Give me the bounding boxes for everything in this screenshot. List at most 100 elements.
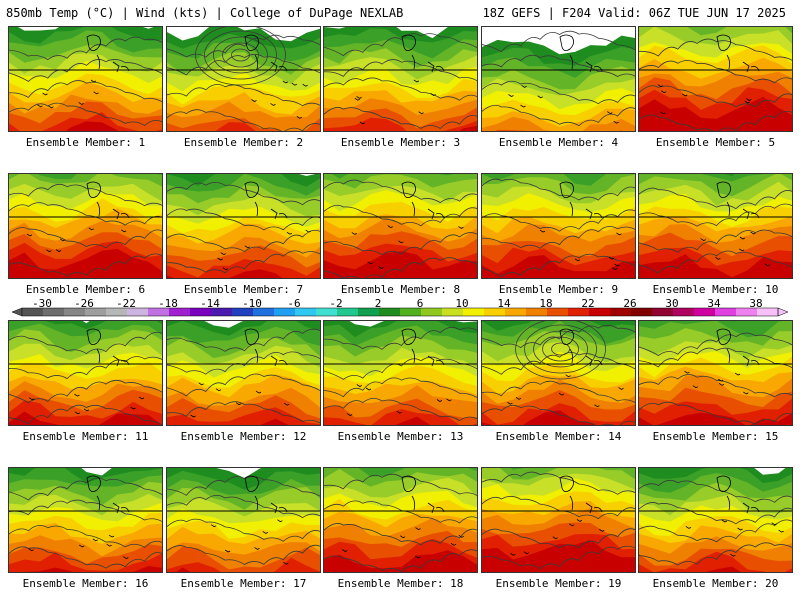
height-contour (639, 479, 792, 503)
height-contour (9, 102, 162, 126)
terrain-mark (106, 543, 112, 547)
height-contour (167, 544, 320, 565)
terrain-mark (614, 263, 620, 267)
great-lakes-outline (86, 34, 130, 73)
terrain-mark (198, 382, 204, 386)
height-contour (324, 77, 477, 101)
colorbar-segment (274, 308, 296, 316)
ensemble-member-label: Ensemble Member: 4 (498, 136, 619, 149)
terrain-mark (55, 249, 62, 252)
temperature-band (495, 129, 623, 131)
ensemble-member-map (638, 173, 793, 279)
height-contour (482, 54, 635, 77)
height-contour (9, 499, 162, 522)
great-lakes-outline (716, 475, 760, 514)
terrain-mark (37, 104, 43, 108)
terrain-mark (413, 79, 420, 83)
terrain-mark (28, 548, 34, 552)
terrain-mark (217, 257, 223, 261)
terrain-mark (611, 267, 618, 271)
great-lakes-outline (401, 475, 445, 514)
height-contour (639, 519, 792, 543)
terrain-mark (108, 534, 115, 538)
terrain-mark (235, 402, 242, 406)
temperature-band (65, 121, 119, 131)
terrain-mark (613, 120, 619, 124)
terrain-mark (277, 519, 283, 523)
terrain-mark (255, 390, 262, 394)
height-contour (482, 104, 635, 127)
ensemble-member-label: Ensemble Member: 1 (25, 136, 146, 149)
height-contour (482, 324, 635, 349)
ensemble-member-label: Ensemble Member: 3 (340, 136, 461, 149)
ensemble-member-map (638, 320, 793, 426)
height-contour (324, 179, 477, 204)
terrain-mark (717, 378, 724, 382)
terrain-mark (244, 245, 251, 249)
terrain-mark (764, 263, 770, 267)
terrain-mark (537, 95, 543, 99)
terrain-mark (123, 556, 129, 560)
colorbar-segment (379, 308, 401, 316)
height-contour (639, 250, 792, 274)
ensemble-member-map (166, 26, 321, 132)
terrain-mark (520, 104, 526, 108)
height-contour (9, 356, 162, 380)
terrain-mark (398, 240, 404, 244)
ensemble-member-map (481, 26, 636, 132)
terrain-mark (93, 91, 99, 95)
terrain-mark (778, 529, 784, 533)
height-contour (9, 477, 162, 501)
low-pressure-contour (231, 48, 250, 62)
terrain-mark (283, 402, 290, 406)
colorbar-segment (169, 308, 191, 316)
terrain-mark (515, 396, 522, 400)
ensemble-member-map (8, 26, 163, 132)
ensemble-member-label: Ensemble Member: 18 (337, 577, 464, 590)
height-contour (167, 229, 320, 253)
height-contour (639, 374, 792, 398)
ensemble-member-map (481, 173, 636, 279)
colorbar-segment (295, 308, 317, 316)
colorbar-tick-label: -26 (74, 298, 94, 310)
height-contour (639, 85, 792, 108)
terrain-mark (48, 105, 54, 109)
height-contour (324, 377, 477, 398)
terrain-mark (414, 555, 421, 559)
terrain-mark (378, 266, 384, 269)
terrain-mark (599, 528, 605, 532)
great-lakes-outline (86, 475, 130, 514)
colorbar-tick-label: 38 (749, 298, 762, 310)
height-contour (9, 183, 162, 207)
height-contour (9, 546, 162, 569)
colorbar-segment (337, 308, 359, 316)
colorbar-segment (358, 308, 380, 316)
temperature-band (705, 566, 741, 572)
temperature-colorbar: -30 -26 -22 -18 -14 -10 -6 -2 2 6 10 14 18 22 26 30 34 38… (12, 298, 788, 317)
colorbar-right-arrow (777, 307, 788, 317)
terrain-mark (750, 231, 756, 235)
colorbar-segment (652, 308, 674, 316)
temperature-band (639, 412, 792, 425)
terrain-mark (190, 414, 196, 418)
terrain-mark (430, 93, 436, 96)
height-contour (167, 34, 320, 58)
terrain-mark (220, 252, 226, 256)
terrain-mark (28, 397, 35, 401)
height-contour (9, 525, 162, 548)
temperature-field (638, 173, 793, 279)
colorbar-outline (21, 307, 779, 317)
terrain-mark (254, 547, 260, 550)
height-contour (639, 60, 792, 84)
temperature-band (167, 407, 320, 425)
ensemble-member-label: Ensemble Member: 5 (655, 136, 776, 149)
height-contour (324, 232, 477, 256)
colorbar-segment (400, 308, 422, 316)
ensemble-member-label: Ensemble Member: 6 (25, 283, 146, 296)
colorbar-segment (85, 308, 107, 316)
great-lakes-outline (244, 475, 288, 514)
ensemble-member-label: Ensemble Member: 15 (652, 430, 779, 443)
low-pressure-contour (204, 30, 277, 80)
terrain-mark (616, 232, 622, 236)
terrain-mark (521, 85, 527, 88)
